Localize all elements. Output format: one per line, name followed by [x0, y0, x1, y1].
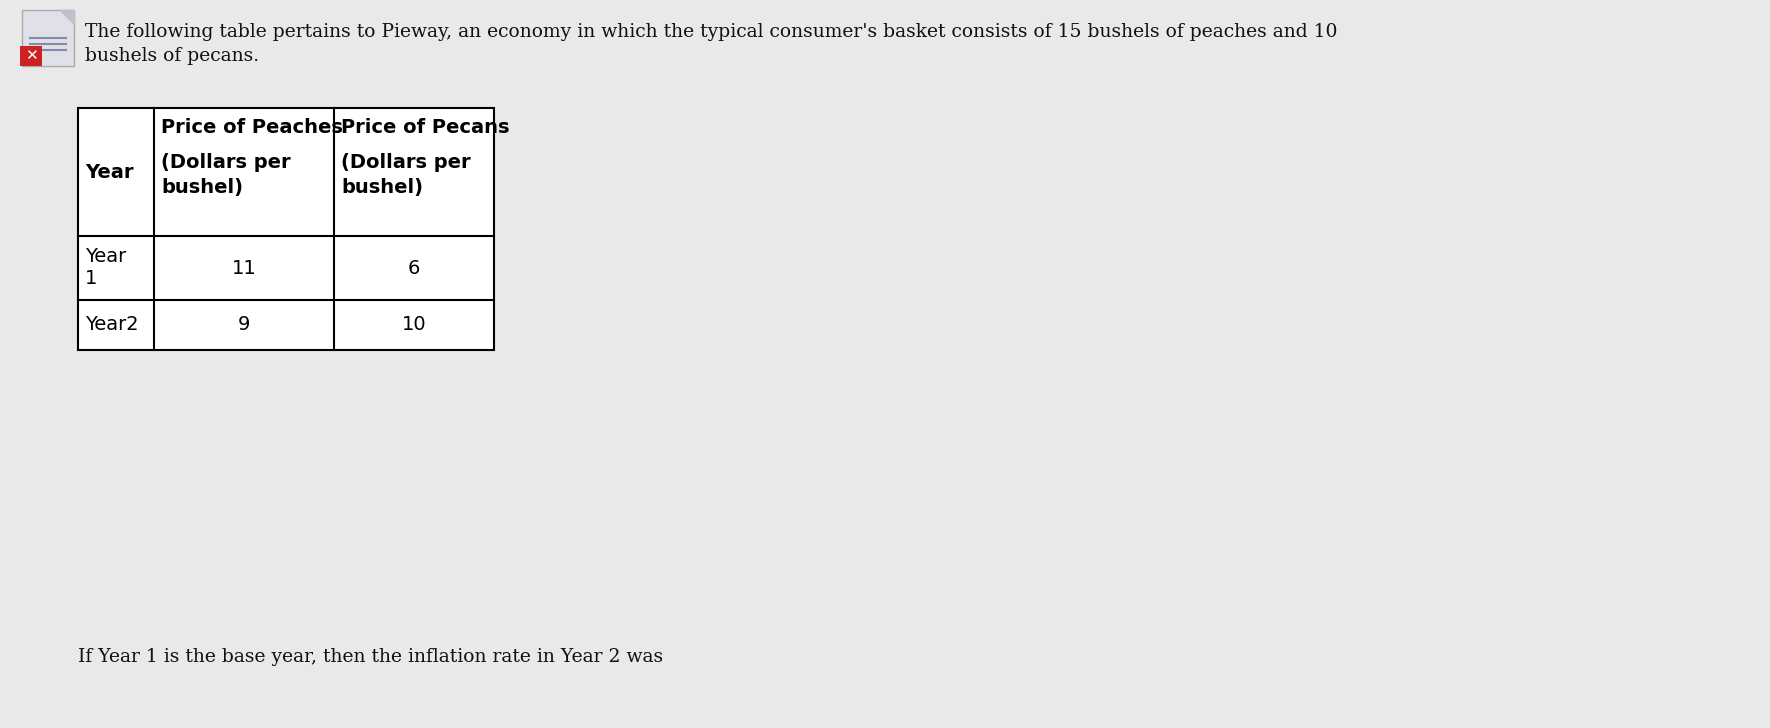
Text: Price of Pecans: Price of Pecans: [342, 118, 510, 137]
Bar: [21, 10, 74, 66]
Bar: [78, 108, 494, 350]
Bar: [78, 108, 494, 350]
Text: 10: 10: [402, 315, 427, 334]
Text: Price of Peaches: Price of Peaches: [161, 118, 343, 137]
Text: Year2: Year2: [85, 315, 138, 334]
Text: Year: Year: [85, 162, 133, 181]
Text: (Dollars per
bushel): (Dollars per bushel): [342, 153, 471, 197]
Text: bushels of pecans.: bushels of pecans.: [85, 47, 258, 65]
Text: Year
1: Year 1: [85, 248, 126, 288]
Text: If Year 1 is the base year, then the inflation rate in Year 2 was: If Year 1 is the base year, then the inf…: [78, 648, 664, 666]
Text: 11: 11: [232, 258, 257, 277]
Bar: [19, 46, 42, 66]
Text: The following table pertains to Pieway, an economy in which the typical consumer: The following table pertains to Pieway, …: [85, 23, 1338, 41]
Text: 9: 9: [237, 315, 250, 334]
Text: 6: 6: [407, 258, 419, 277]
Polygon shape: [60, 10, 74, 24]
Text: (Dollars per
bushel): (Dollars per bushel): [161, 153, 290, 197]
Text: ✕: ✕: [25, 49, 37, 63]
